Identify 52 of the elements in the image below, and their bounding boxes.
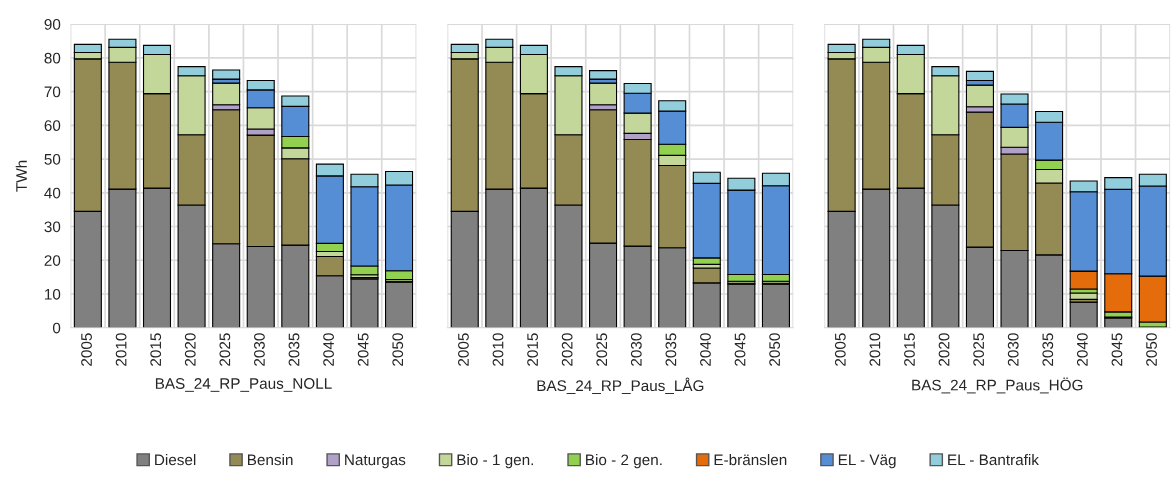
y-tick-label: 40 xyxy=(44,187,61,199)
x-tick-label: 2010 xyxy=(869,333,881,366)
x-tick-label: 2020 xyxy=(938,333,950,366)
legend-label: Naturgas xyxy=(345,454,406,469)
y-tick-label: 60 xyxy=(44,120,61,132)
x-tick-label: 2005 xyxy=(458,333,469,366)
y-tick-label: 10 xyxy=(45,288,61,300)
x-axis-title: BAS_24_RP_Paus_HÖG xyxy=(912,377,1083,394)
x-axis-title: BAS_24_RP_Paus_NOLL xyxy=(155,378,332,392)
x-tick-label: 2050 xyxy=(392,333,404,366)
x-tick-label: 2035 xyxy=(1042,333,1054,366)
legend-label: Bio - 2 gen. xyxy=(586,454,662,469)
y-tick-label: 80 xyxy=(44,52,61,64)
y-tick-label: 70 xyxy=(44,86,61,98)
x-tick-label: 2025 xyxy=(973,333,985,366)
x-tick-label: 2010 xyxy=(492,333,504,366)
legend-label: Bio - 1 gen. xyxy=(457,454,534,469)
x-tick-label: 2040 xyxy=(323,333,334,366)
x-tick-label: 2005 xyxy=(81,333,92,366)
legend-label: EL - Bantrafik xyxy=(948,454,1039,466)
y-axis-title: TWh xyxy=(15,160,27,192)
x-tick-label: 2015 xyxy=(150,333,162,366)
legend-label: Bensin xyxy=(248,454,293,466)
x-tick-label: 2025 xyxy=(596,333,608,366)
y-tick-label: 90 xyxy=(44,18,61,30)
x-tick-label: 2030 xyxy=(1007,333,1019,366)
legend-label: EL - Väg xyxy=(838,454,896,469)
x-tick-label: 2045 xyxy=(357,333,369,366)
x-tick-label: 2035 xyxy=(288,333,300,366)
x-tick-label: 2020 xyxy=(561,333,573,366)
x-tick-label: 2035 xyxy=(665,333,677,366)
x-tick-label: 2005 xyxy=(834,333,846,366)
x-tick-label: 2015 xyxy=(904,333,915,366)
x-tick-label: 2025 xyxy=(219,333,231,366)
x-tick-label: 2020 xyxy=(184,333,196,366)
x-tick-label: 2040 xyxy=(700,333,711,366)
x-tick-label: 2050 xyxy=(1146,333,1157,366)
x-axis-title: BAS_24_RP_Paus_LÅG xyxy=(537,377,704,394)
legend-label: Diesel xyxy=(155,454,196,466)
y-tick-label: 50 xyxy=(44,153,61,165)
x-tick-label: 2040 xyxy=(1076,333,1088,366)
x-tick-label: 2010 xyxy=(115,333,127,366)
y-tick-label: 30 xyxy=(44,221,61,233)
x-tick-label: 2045 xyxy=(734,333,746,366)
y-tick-label: 0 xyxy=(52,322,61,334)
x-tick-label: 2015 xyxy=(527,333,538,366)
legend-label: E-bränslen xyxy=(714,454,787,466)
x-tick-label: 2045 xyxy=(1111,333,1123,366)
x-tick-label: 2030 xyxy=(254,333,265,366)
x-tick-label: 2050 xyxy=(769,333,781,366)
y-tick-label: 20 xyxy=(44,255,61,266)
x-tick-label: 2030 xyxy=(630,333,642,366)
